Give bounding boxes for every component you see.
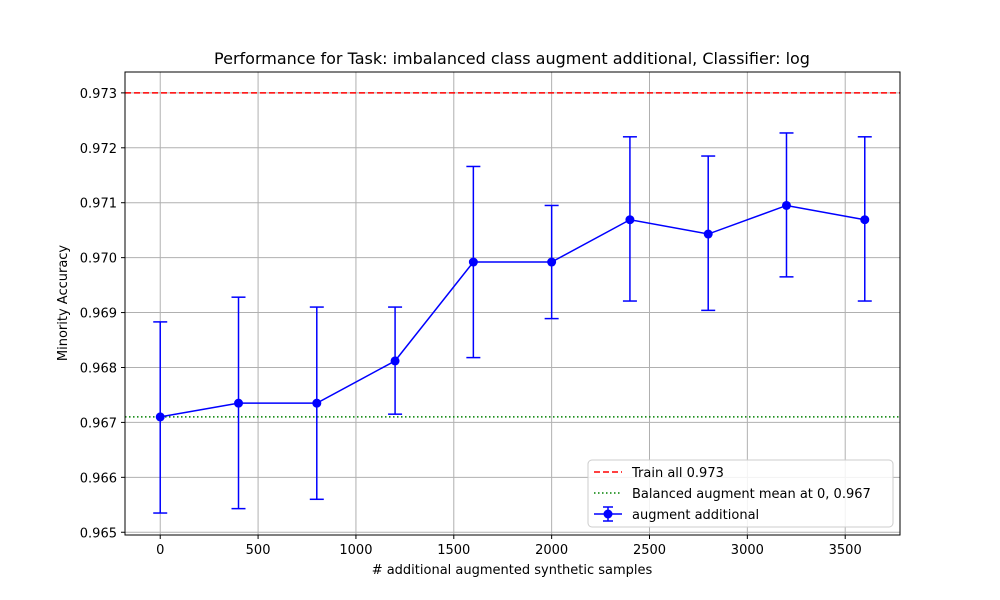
legend: Train all 0.973 Balanced augment mean at… <box>587 459 894 528</box>
x-axis-ticks: 0 500 1000 1500 2000 2500 3000 3500 <box>156 535 862 558</box>
y-tick-label: 0.973 <box>80 87 117 102</box>
legend-swatch-augment-additional <box>594 506 622 522</box>
y-tick-label: 0.966 <box>80 471 117 486</box>
y-tick-label: 0.971 <box>80 197 117 212</box>
data-point <box>781 200 791 210</box>
x-tick-label: 3500 <box>829 543 862 558</box>
x-tick-label: 2500 <box>633 543 666 558</box>
chart-title: Performance for Task: imbalanced class a… <box>214 49 810 68</box>
x-tick-label: 2000 <box>535 543 568 558</box>
y-tick-label: 0.969 <box>80 307 117 322</box>
legend-label-augment-additional: augment additional <box>632 508 759 523</box>
series-line <box>160 204 865 418</box>
reference-lines <box>125 92 900 418</box>
y-axis-label: Minority Accuracy <box>56 245 71 362</box>
x-tick-label: 1000 <box>339 543 372 558</box>
y-tick-label: 0.968 <box>80 361 117 376</box>
data-point <box>390 356 400 366</box>
data-point <box>860 215 870 225</box>
x-tick-label: 0 <box>156 543 164 558</box>
legend-label-train-all: Train all 0.973 <box>631 466 724 481</box>
series <box>153 132 872 514</box>
data-point <box>234 398 244 408</box>
legend-box <box>587 459 894 528</box>
data-point <box>468 257 478 267</box>
data-point <box>625 215 635 225</box>
legend-label-balanced-mean: Balanced augment mean at 0, 0.967 <box>632 487 871 502</box>
data-point <box>703 229 713 239</box>
x-axis-label: # additional augmented synthetic samples <box>372 563 653 578</box>
x-tick-label: 3000 <box>731 543 764 558</box>
y-tick-label: 0.967 <box>80 416 117 431</box>
y-tick-label: 0.970 <box>80 252 117 267</box>
data-point <box>547 257 557 267</box>
y-axis-ticks: 0.965 0.966 0.967 0.968 0.969 0.970 0.971 0.972… <box>80 87 125 541</box>
x-tick-label: 1500 <box>437 543 470 558</box>
y-tick-label: 0.972 <box>80 142 117 157</box>
data-point <box>312 398 322 408</box>
y-tick-label: 0.965 <box>80 526 117 541</box>
plot-frame <box>124 71 901 536</box>
data-point <box>155 412 165 422</box>
x-tick-label: 500 <box>246 543 271 558</box>
